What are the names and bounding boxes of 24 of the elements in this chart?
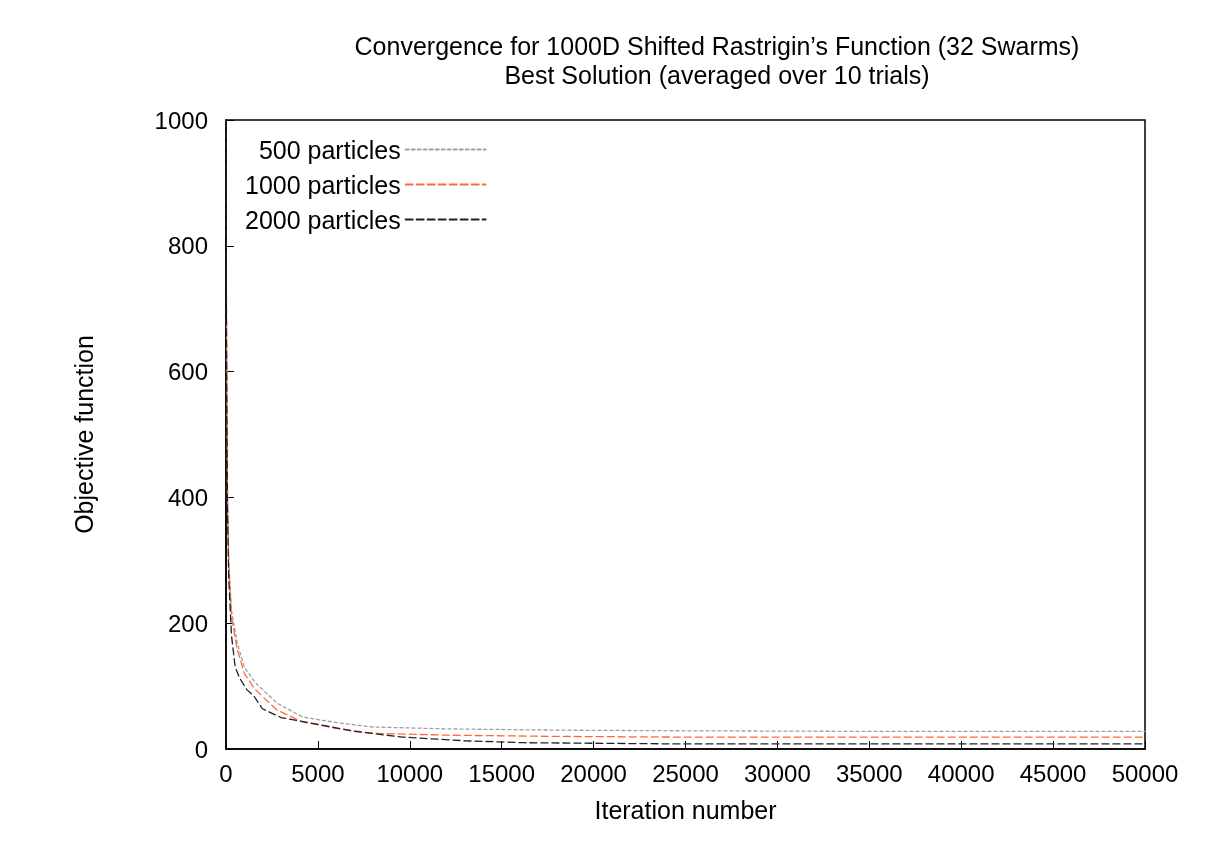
chart-subtitle: Best Solution (averaged over 10 trials)	[504, 60, 930, 89]
y-tick-label: 1000	[154, 106, 208, 134]
y-tick-label: 600	[167, 358, 208, 386]
x-tick-label: 10000	[376, 759, 444, 787]
x-tick-label: 30000	[744, 759, 811, 787]
x-tick-label: 40000	[927, 759, 995, 787]
x-tick-label: 20000	[560, 759, 627, 787]
x-tick-label: 45000	[1019, 759, 1087, 787]
x-tick-label: 0	[219, 759, 233, 787]
x-axis-title: Iteration number	[594, 795, 777, 824]
legend-label: 2000 particles	[245, 205, 401, 234]
y-axis-title: Objective function	[69, 335, 98, 534]
y-tick-label: 0	[194, 735, 208, 763]
x-tick-label: 35000	[835, 759, 903, 787]
legend-label: 1000 particles	[245, 170, 401, 199]
x-tick-label: 15000	[468, 759, 536, 787]
x-tick-label: 25000	[652, 759, 719, 787]
y-tick-label: 800	[167, 232, 208, 260]
legend-label: 500 particles	[258, 135, 401, 164]
chart-title: Convergence for 1000D Shifted Rastrigin’s Function (32 Swarms)	[354, 31, 1080, 60]
y-tick-label: 200	[167, 609, 208, 637]
x-tick-label: 50000	[1111, 759, 1179, 787]
x-tick-label: 5000	[291, 759, 345, 787]
y-tick-label: 400	[167, 483, 208, 511]
